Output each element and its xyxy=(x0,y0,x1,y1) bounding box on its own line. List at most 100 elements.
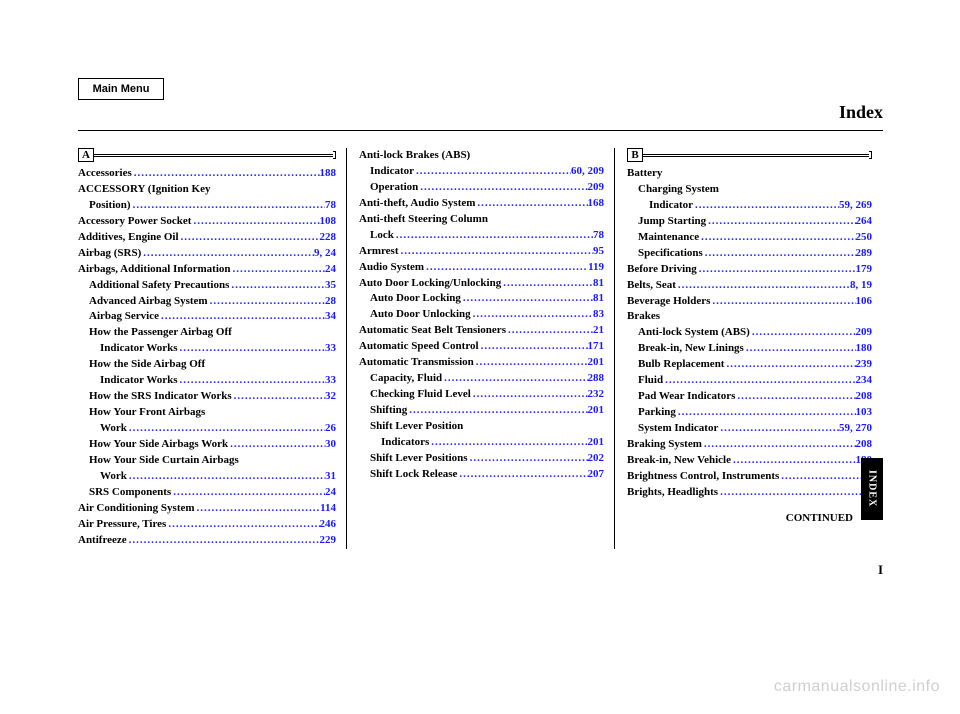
entry-page[interactable]: 208 xyxy=(856,437,873,453)
entry-page[interactable]: 232 xyxy=(588,387,605,403)
entry-page[interactable]: 24 xyxy=(325,485,336,501)
index-entry[interactable]: SRS Components..........................… xyxy=(78,485,336,501)
entry-page[interactable]: 201 xyxy=(588,435,605,451)
entry-page[interactable]: 207 xyxy=(588,467,605,483)
entry-page[interactable]: 78 xyxy=(593,228,604,244)
entry-page[interactable]: 208 xyxy=(856,389,873,405)
index-entry[interactable]: Braking System..........................… xyxy=(627,437,872,453)
index-entry[interactable]: Accessories.............................… xyxy=(78,166,336,182)
entry-page[interactable]: 30 xyxy=(325,437,336,453)
entry-page[interactable]: 202 xyxy=(588,451,605,467)
index-entry[interactable]: Work....................................… xyxy=(78,421,336,437)
entry-page[interactable]: 81 xyxy=(593,276,604,292)
index-entry[interactable]: Advanced Airbag System..................… xyxy=(78,294,336,310)
entry-page[interactable]: 228 xyxy=(320,230,337,246)
entry-page[interactable]: 59, 270 xyxy=(839,421,872,437)
index-entry[interactable]: How Your Side Airbags Work..............… xyxy=(78,437,336,453)
index-entry[interactable]: System Indicator........................… xyxy=(627,421,872,437)
index-entry[interactable]: Operation...............................… xyxy=(359,180,604,196)
index-entry[interactable]: Indicator Works.........................… xyxy=(78,373,336,389)
entry-page[interactable]: 179 xyxy=(856,262,873,278)
entry-page[interactable]: 188 xyxy=(320,166,337,182)
entry-page[interactable]: 26 xyxy=(325,421,336,437)
entry-page[interactable]: 33 xyxy=(325,373,336,389)
index-entry[interactable]: Brights, Headlights.....................… xyxy=(627,485,872,501)
index-entry[interactable]: Lock....................................… xyxy=(359,228,604,244)
index-entry[interactable]: Air Pressure, Tires.....................… xyxy=(78,517,336,533)
index-entry[interactable]: Shifting................................… xyxy=(359,403,604,419)
index-entry[interactable]: Airbag Service..........................… xyxy=(78,309,336,325)
index-entry[interactable]: Before Driving..........................… xyxy=(627,262,872,278)
index-entry[interactable]: Specifications..........................… xyxy=(627,246,872,262)
entry-page[interactable]: 35 xyxy=(325,278,336,294)
index-entry[interactable]: Automatic Transmission..................… xyxy=(359,355,604,371)
index-entry[interactable]: Belts, Seat.............................… xyxy=(627,278,872,294)
index-entry[interactable]: Position)...............................… xyxy=(78,198,336,214)
entry-page[interactable]: 21 xyxy=(593,323,604,339)
entry-page[interactable]: 264 xyxy=(856,214,873,230)
index-entry[interactable]: Fluid...................................… xyxy=(627,373,872,389)
entry-page[interactable]: 81 xyxy=(593,291,604,307)
entry-page[interactable]: 108 xyxy=(320,214,337,230)
index-entry[interactable]: Airbag (SRS)............................… xyxy=(78,246,336,262)
entry-page[interactable]: 103 xyxy=(856,405,873,421)
entry-page[interactable]: 180 xyxy=(856,341,873,357)
entry-page[interactable]: 246 xyxy=(320,517,337,533)
index-entry[interactable]: Beverage Holders........................… xyxy=(627,294,872,310)
entry-page[interactable]: 234 xyxy=(856,373,873,389)
index-entry[interactable]: Checking Fluid Level....................… xyxy=(359,387,604,403)
entry-page[interactable]: 60, 209 xyxy=(571,164,604,180)
index-entry[interactable]: How the SRS Indicator Works.............… xyxy=(78,389,336,405)
index-entry[interactable]: Anti-theft, Audio System................… xyxy=(359,196,604,212)
index-entry[interactable]: Air Conditioning System.................… xyxy=(78,501,336,517)
main-menu-button[interactable]: Main Menu xyxy=(78,78,164,100)
entry-page[interactable]: 9, 24 xyxy=(314,246,336,262)
entry-page[interactable]: 114 xyxy=(320,501,336,517)
entry-page[interactable]: 239 xyxy=(856,357,873,373)
index-entry[interactable]: Indicator Works.........................… xyxy=(78,341,336,357)
entry-page[interactable]: 59, 269 xyxy=(839,198,872,214)
entry-page[interactable]: 229 xyxy=(320,533,337,549)
entry-page[interactable]: 289 xyxy=(856,246,873,262)
entry-page[interactable]: 32 xyxy=(325,389,336,405)
entry-page[interactable]: 250 xyxy=(856,230,873,246)
entry-page[interactable]: 95 xyxy=(593,244,604,260)
entry-page[interactable]: 8, 19 xyxy=(850,278,872,294)
entry-page[interactable]: 31 xyxy=(325,469,336,485)
index-entry[interactable]: Auto Door Unlocking.....................… xyxy=(359,307,604,323)
index-entry[interactable]: Antifreeze..............................… xyxy=(78,533,336,549)
index-entry[interactable]: Indicators..............................… xyxy=(359,435,604,451)
entry-page[interactable]: 209 xyxy=(588,180,605,196)
index-entry[interactable]: Automatic Speed Control.................… xyxy=(359,339,604,355)
entry-page[interactable]: 209 xyxy=(856,325,873,341)
entry-page[interactable]: 201 xyxy=(588,355,605,371)
entry-page[interactable]: 288 xyxy=(588,371,605,387)
index-entry[interactable]: Bulb Replacement........................… xyxy=(627,357,872,373)
entry-page[interactable]: 34 xyxy=(325,309,336,325)
entry-page[interactable]: 33 xyxy=(325,341,336,357)
index-entry[interactable]: Break-in, New Vehicle...................… xyxy=(627,453,872,469)
entry-page[interactable]: 168 xyxy=(588,196,605,212)
entry-page[interactable]: 78 xyxy=(325,198,336,214)
index-entry[interactable]: Indicator...............................… xyxy=(627,198,872,214)
index-entry[interactable]: Accessory Power Socket..................… xyxy=(78,214,336,230)
index-entry[interactable]: Jump Starting...........................… xyxy=(627,214,872,230)
entry-page[interactable]: 83 xyxy=(593,307,604,323)
index-entry[interactable]: Maintenance.............................… xyxy=(627,230,872,246)
index-entry[interactable]: Capacity, Fluid.........................… xyxy=(359,371,604,387)
index-entry[interactable]: Indicator...............................… xyxy=(359,164,604,180)
index-entry[interactable]: Shift Lock Release......................… xyxy=(359,467,604,483)
index-entry[interactable]: Work....................................… xyxy=(78,469,336,485)
entry-page[interactable]: 106 xyxy=(856,294,873,310)
index-entry[interactable]: Parking.................................… xyxy=(627,405,872,421)
index-entry[interactable]: Automatic Seat Belt Tensioners..........… xyxy=(359,323,604,339)
index-entry[interactable]: Airbags, Additional Information.........… xyxy=(78,262,336,278)
entry-page[interactable]: 119 xyxy=(588,260,604,276)
entry-page[interactable]: 201 xyxy=(588,403,605,419)
entry-page[interactable]: 171 xyxy=(588,339,605,355)
index-entry[interactable]: Brightness Control, Instruments.........… xyxy=(627,469,872,485)
index-entry[interactable]: Auto Door Locking/Unlocking.............… xyxy=(359,276,604,292)
index-entry[interactable]: Audio System............................… xyxy=(359,260,604,276)
entry-page[interactable]: 28 xyxy=(325,294,336,310)
index-entry[interactable]: Anti-lock System (ABS)..................… xyxy=(627,325,872,341)
